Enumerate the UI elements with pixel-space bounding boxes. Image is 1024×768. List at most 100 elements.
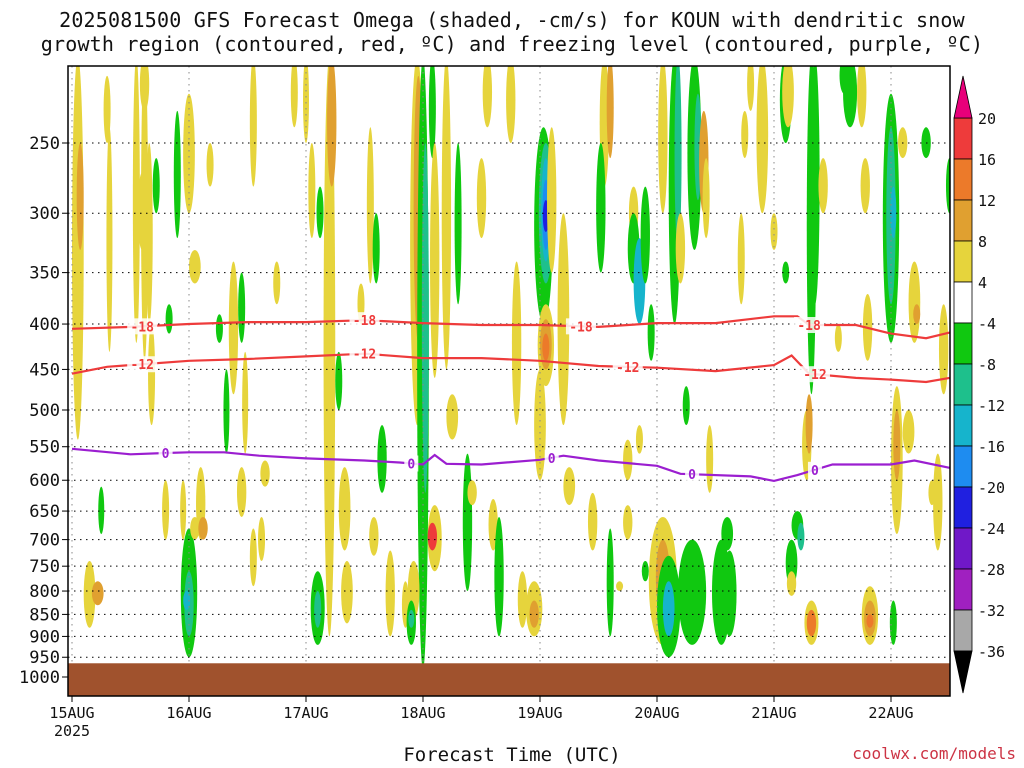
omega-cell xyxy=(83,561,96,628)
omega-cell xyxy=(341,561,353,624)
omega-cell xyxy=(606,66,614,159)
omega-cell xyxy=(890,186,897,239)
contour-label: -12 xyxy=(803,368,826,383)
omega-cell xyxy=(938,304,949,395)
omega-cell xyxy=(587,492,598,551)
omega-cell xyxy=(623,439,633,481)
omega-cell xyxy=(674,66,682,250)
omega-cell xyxy=(517,571,528,628)
contour-label-bg xyxy=(404,455,419,472)
omega-cell xyxy=(810,66,820,305)
colorbar-label: 12 xyxy=(978,192,996,210)
contour-label-bg xyxy=(127,318,158,335)
temperature-contours: -18 -18 -18 -18 -12 -12 -12 -12 0 0 0 0 0 xyxy=(71,312,950,483)
contour-label: -12 xyxy=(130,358,153,373)
source-credit: coolwx.com/models xyxy=(852,744,1016,763)
omega-cell xyxy=(482,66,493,128)
omega-cell xyxy=(818,158,828,214)
omega-cell xyxy=(314,591,322,628)
omega-cell xyxy=(98,486,105,535)
y-tick-label: 850 xyxy=(29,605,60,625)
x-tick-label: 22AUG xyxy=(868,704,913,722)
omega-cell xyxy=(408,609,415,628)
omega-cell xyxy=(542,333,550,361)
omega-cell xyxy=(547,127,557,273)
y-tick-label: 250 xyxy=(29,134,60,154)
omega-cell xyxy=(446,394,459,440)
omega-shading xyxy=(72,66,950,670)
colorbar-label: -4 xyxy=(978,315,996,333)
colorbar-bin xyxy=(953,609,973,652)
omega-cell xyxy=(165,304,173,334)
omega-cell xyxy=(782,261,790,284)
contour-label: -18 xyxy=(569,320,593,335)
omega-cell xyxy=(534,369,546,481)
omega-cell xyxy=(206,143,214,187)
contour-label-bg xyxy=(158,444,173,461)
omega-cell xyxy=(242,351,249,454)
colorbar-label: -28 xyxy=(978,561,1005,579)
colorbar-label: 4 xyxy=(978,274,987,292)
y-tick-label: 600 xyxy=(29,471,60,491)
omega-cell xyxy=(366,127,374,284)
omega-cell xyxy=(647,304,655,361)
omega-cell xyxy=(427,522,438,551)
y-tick-label: 900 xyxy=(29,627,60,647)
omega-cell xyxy=(223,369,230,454)
contour-label-bg xyxy=(612,358,643,375)
y-tick-label: 500 xyxy=(29,401,60,421)
omega-cell xyxy=(860,158,870,214)
omega-cell xyxy=(462,453,473,592)
omega-cell xyxy=(323,66,336,637)
colorbar-bin xyxy=(953,404,973,447)
omega-cell xyxy=(260,460,270,487)
omega-cell xyxy=(834,324,842,352)
y-tick-label: 950 xyxy=(29,648,60,668)
y-tick-label: 650 xyxy=(29,502,60,522)
omega-cell xyxy=(902,410,915,454)
omega-cell xyxy=(316,186,324,239)
colorbar-label: -24 xyxy=(978,520,1005,538)
omega-cell xyxy=(770,213,778,250)
colorbar-label: -36 xyxy=(978,643,1005,661)
x-axis-title: Forecast Time (UTC) xyxy=(403,744,621,766)
contour-label-bg xyxy=(127,356,158,373)
title-line-1: 2025081500 GFS Forecast Omega (shaded, -… xyxy=(59,8,965,32)
omega-cell xyxy=(238,272,246,343)
colorbar-label: -16 xyxy=(978,438,1005,456)
y-tick-label: 750 xyxy=(29,557,60,577)
x-tick-label: 15AUG xyxy=(49,704,94,722)
omega-cell xyxy=(441,66,452,370)
title-line-2: growth region (contoured, red, ºC) and f… xyxy=(40,32,984,56)
omega-cell xyxy=(741,110,749,159)
omega-cell xyxy=(338,467,351,551)
contour-label: 0 xyxy=(162,447,170,462)
colorbar-label: 20 xyxy=(978,110,996,128)
omega-cell xyxy=(132,66,140,343)
contour-label-bg xyxy=(565,318,596,335)
omega-cell xyxy=(506,66,516,143)
omega-cell xyxy=(183,591,191,610)
omega-cell xyxy=(889,600,897,645)
omega-cell xyxy=(616,581,624,592)
omega-cell xyxy=(249,66,257,187)
omega-cell xyxy=(782,66,794,128)
y-tick-label: 450 xyxy=(29,360,60,380)
colorbar-label: -8 xyxy=(978,356,996,374)
omega-cell xyxy=(933,453,943,551)
colorbar-label: -32 xyxy=(978,602,1005,620)
contour-label: -18 xyxy=(353,314,377,329)
chart-title: 2025081500 GFS Forecast Omega (shaded, -… xyxy=(0,8,1024,56)
omega-cell xyxy=(702,158,710,239)
colorbar-bin xyxy=(953,568,973,611)
omega-cell xyxy=(258,516,266,562)
contour-label-bg xyxy=(685,466,700,483)
contour-label-bg xyxy=(544,449,559,466)
omega-cell xyxy=(682,386,690,426)
colorbar-bin xyxy=(953,486,973,529)
contour-label-bg xyxy=(794,317,825,334)
omega-cell xyxy=(421,143,429,493)
omega-cell xyxy=(722,550,737,637)
omega-cell xyxy=(494,516,504,637)
contour-line xyxy=(71,315,950,340)
